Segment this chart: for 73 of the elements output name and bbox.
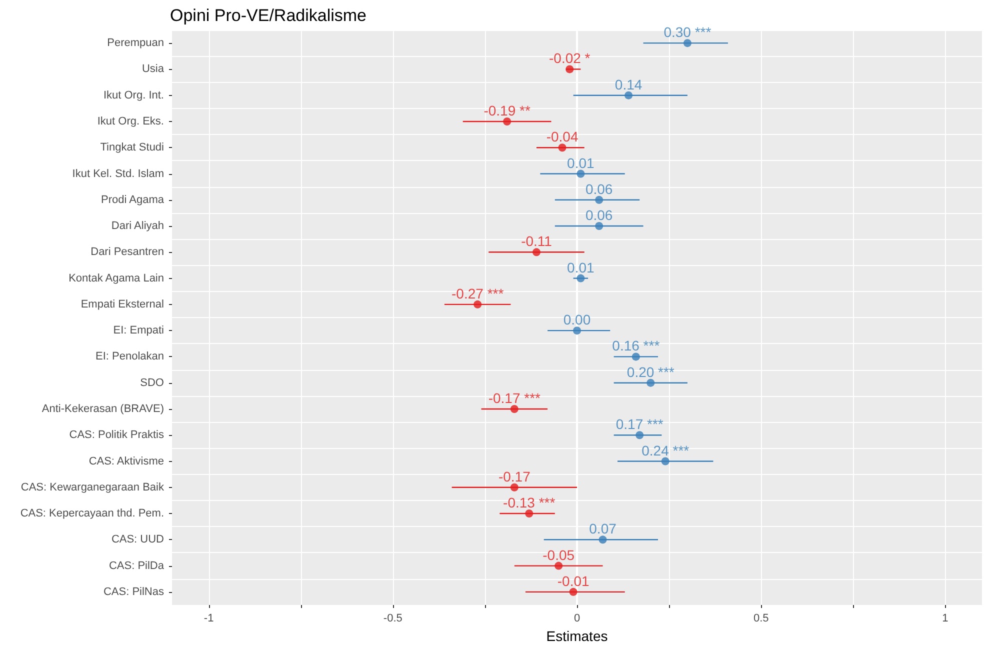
x-tick-label: 1 — [942, 612, 948, 624]
data-label: -0.04 — [546, 128, 578, 145]
x-axis-title: Estimates — [546, 628, 608, 644]
point — [598, 536, 607, 544]
y-tick-label: CAS: Aktivisme — [88, 455, 164, 468]
y-tick-label: CAS: Kewarganegaraan Baik — [20, 481, 164, 494]
y-tick-label: CAS: Kepercayaan thd. Pem. — [20, 508, 164, 520]
point — [503, 117, 512, 126]
data-label: -0.19 ** — [484, 102, 531, 118]
point — [510, 404, 518, 413]
point — [636, 431, 644, 440]
y-tick-label: EI: Empati — [113, 324, 164, 337]
y-tick-label: Usia — [142, 63, 165, 76]
y-tick-label: Dari Aliyah — [111, 220, 164, 232]
data-label: -0.05 — [542, 546, 575, 563]
point — [646, 378, 655, 387]
y-tick-label: CAS: Politik Praktis — [69, 429, 164, 442]
point — [576, 274, 585, 282]
point — [595, 222, 604, 230]
data-label: -0.17 — [498, 468, 531, 484]
y-tick-label: Dari Pesantren — [90, 246, 164, 258]
y-tick-label: Prodi Agama — [101, 194, 165, 206]
x-tick-label: 0.5 — [753, 612, 769, 624]
data-label: 0.17 *** — [616, 416, 664, 432]
point — [532, 248, 540, 256]
data-label: 0.20 *** — [626, 364, 675, 380]
y-tick-label: Empati Eksternal — [80, 298, 164, 310]
y-tick-label: Kontak Agama Lain — [68, 272, 164, 284]
data-label: 0.01 — [567, 259, 595, 276]
x-tick-label: -0.5 — [383, 612, 402, 624]
point — [558, 144, 566, 152]
data-label: 0.01 — [567, 154, 595, 171]
point — [624, 91, 633, 100]
point — [573, 326, 581, 335]
y-tick-label: Ikut Org. Int. — [103, 89, 164, 102]
data-label: 0.06 — [585, 180, 613, 197]
point — [566, 65, 574, 74]
x-tick-label: -1 — [204, 612, 214, 624]
data-label: -0.02 * — [549, 50, 591, 66]
y-tick-label: Ikut Org. Eks. — [97, 115, 164, 128]
data-label: -0.17 *** — [488, 390, 542, 406]
point — [554, 562, 563, 570]
point — [595, 196, 604, 204]
chart-title: Opini Pro-VE/Radikalisme — [170, 6, 367, 25]
data-label: -0.27 *** — [452, 285, 504, 302]
data-label: 0.07 — [589, 520, 617, 537]
y-tick-label: EI: Penolakan — [96, 350, 164, 363]
data-label: 0.00 — [563, 312, 591, 328]
data-label: 0.06 — [585, 207, 613, 224]
y-tick-label: SDO — [140, 376, 164, 389]
point — [569, 588, 578, 596]
point — [474, 300, 482, 308]
data-label: 0.24 *** — [642, 442, 690, 458]
y-tick-label: Tingkat Studi — [100, 142, 164, 154]
y-tick-label: CAS: PilNas — [103, 586, 164, 598]
data-label: -0.11 — [521, 233, 552, 250]
data-label: -0.01 — [557, 572, 590, 589]
y-tick-label: Perempuan — [107, 37, 164, 50]
data-label: -0.13 *** — [503, 494, 556, 511]
point — [661, 457, 670, 466]
point — [525, 510, 534, 518]
data-label: 0.30 *** — [664, 24, 712, 40]
data-label: 0.14 — [614, 76, 642, 92]
point — [510, 483, 518, 492]
point — [576, 170, 585, 178]
x-tick-label: 0 — [574, 612, 580, 624]
y-tick-label: Ikut Kel. Std. Islam — [72, 168, 164, 180]
point — [683, 39, 692, 48]
y-tick-label: CAS: UUD — [111, 534, 164, 546]
y-tick-label: Anti-Kekerasan (BRAVE) — [42, 402, 164, 415]
data-label: 0.16 *** — [612, 338, 660, 354]
y-tick-label: CAS: PilDa — [108, 560, 165, 572]
point — [632, 352, 640, 361]
